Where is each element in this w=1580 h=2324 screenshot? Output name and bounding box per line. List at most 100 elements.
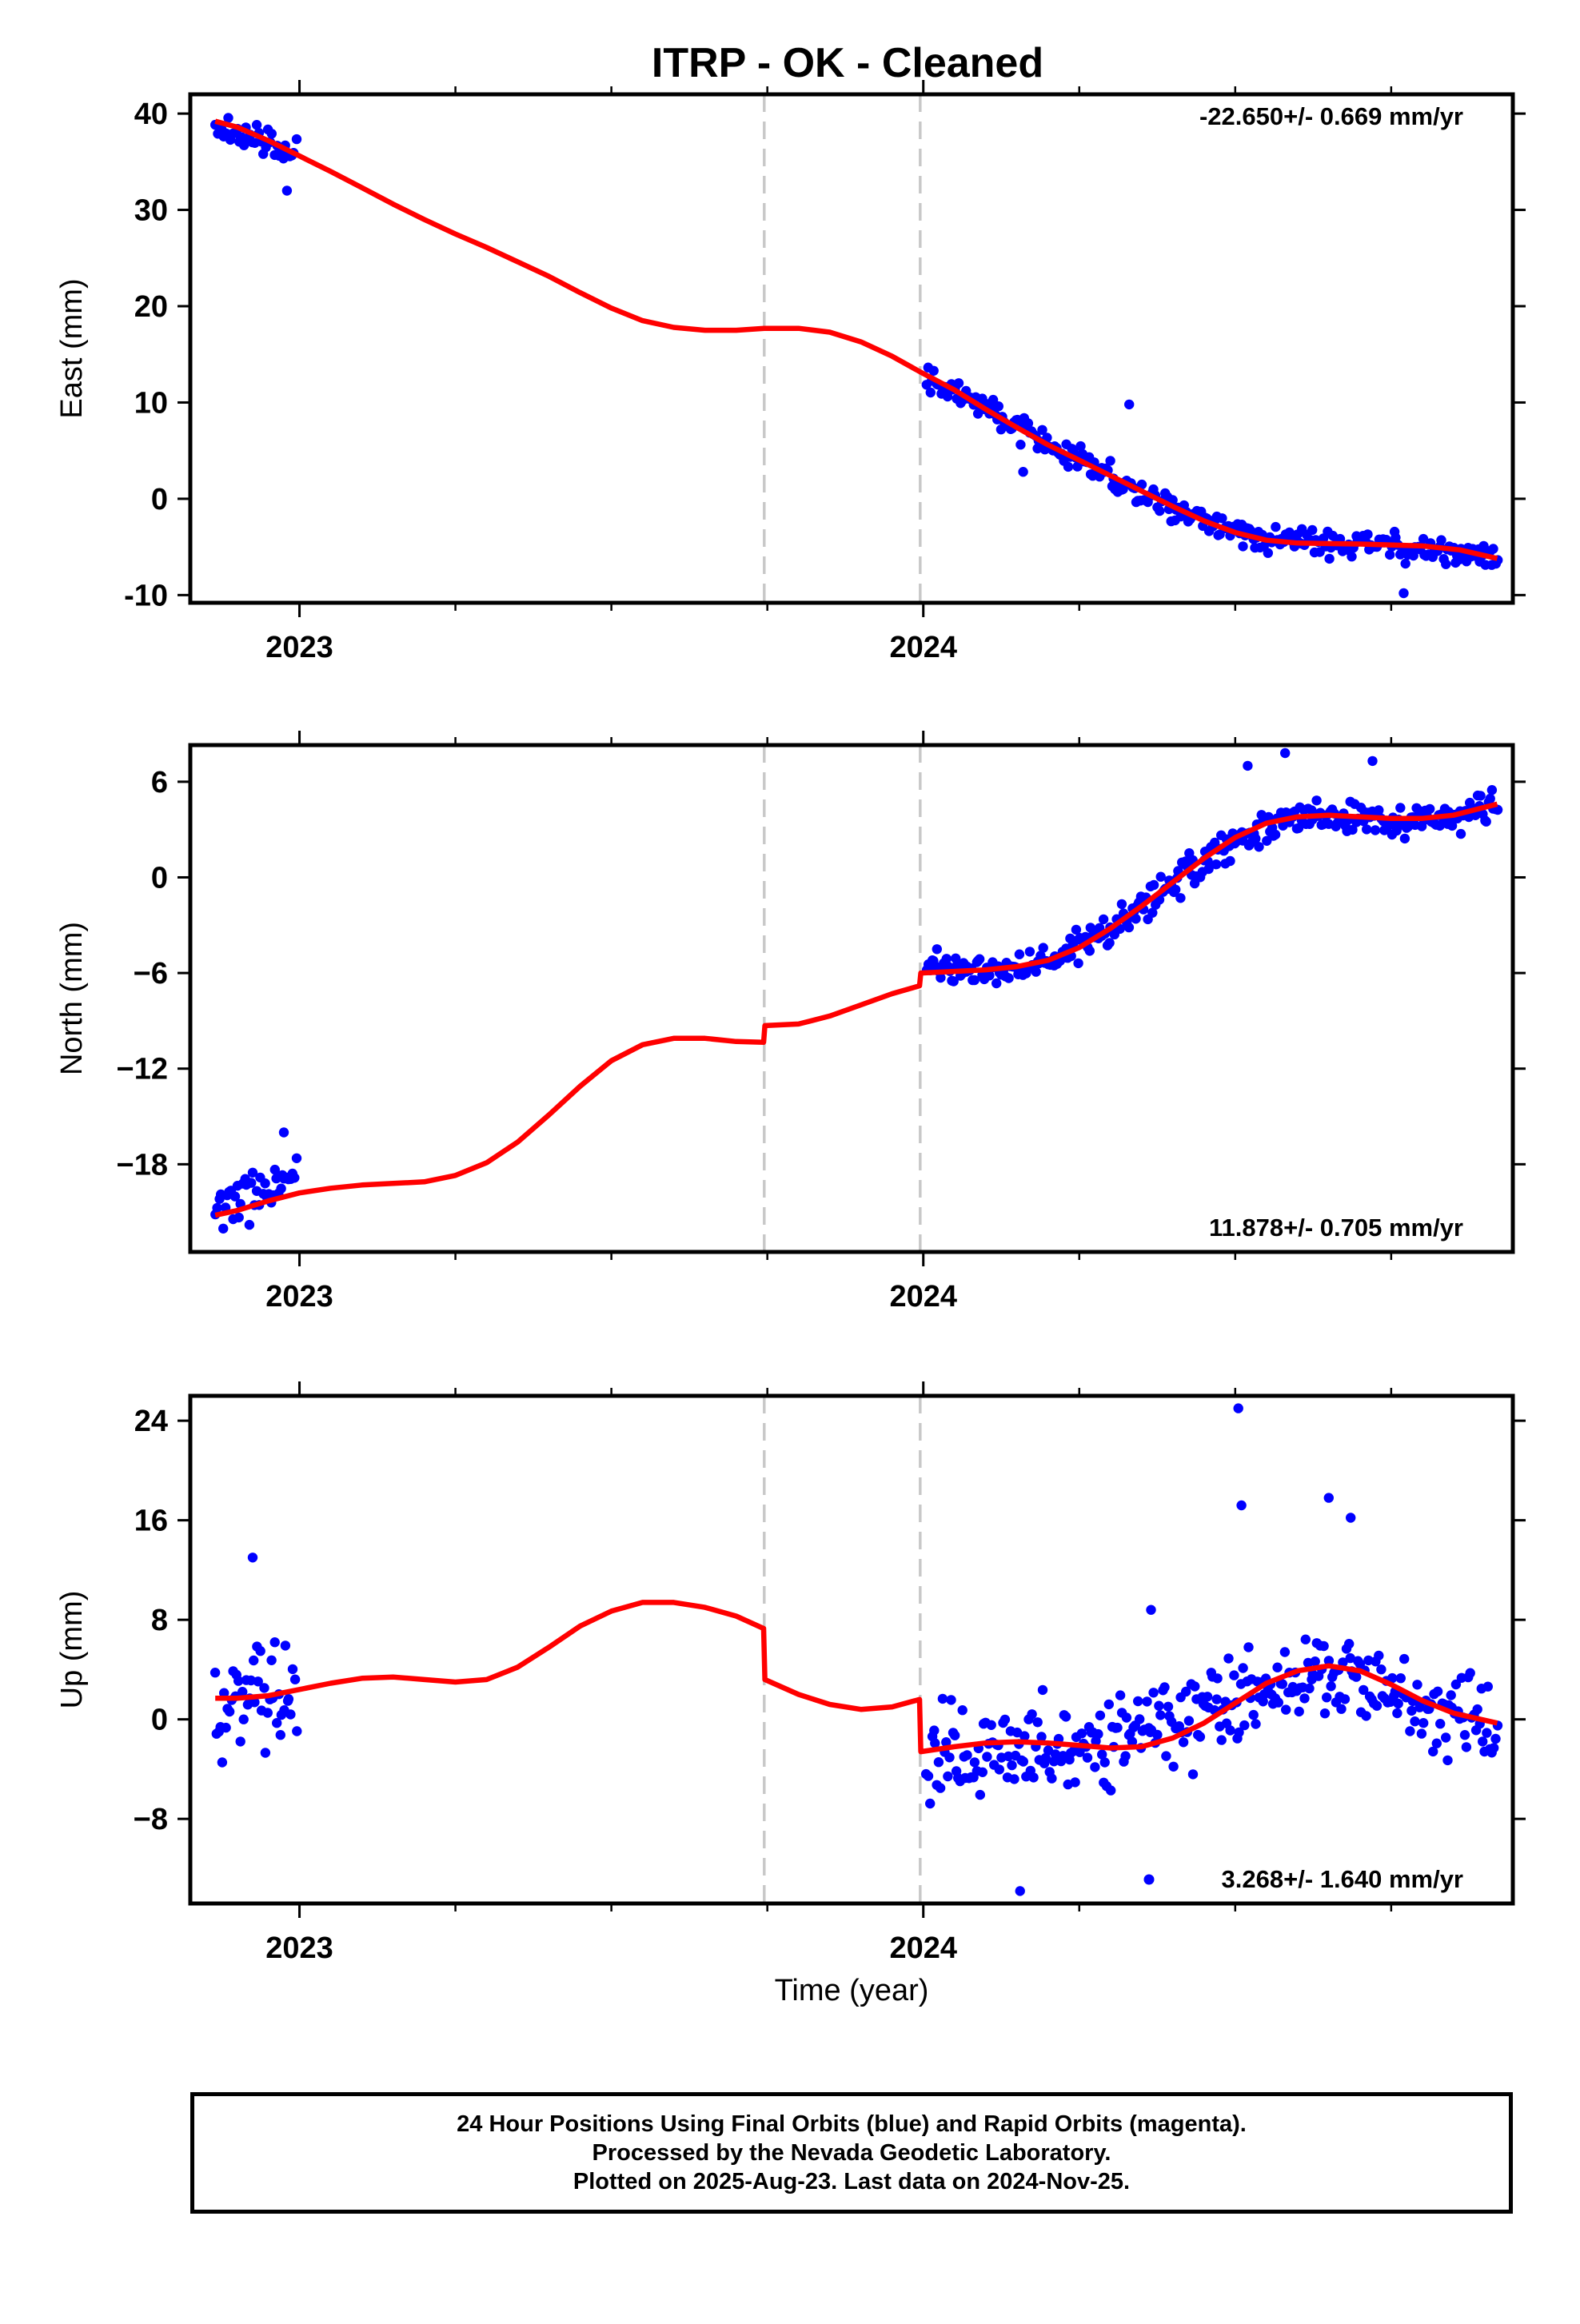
data-point (1115, 1690, 1126, 1700)
y-tick-label: 0 (151, 483, 168, 516)
x-axis-label: Time (year) (775, 1974, 929, 2007)
data-point (1475, 791, 1486, 801)
data-point (1175, 893, 1186, 903)
data-point (1225, 1725, 1235, 1736)
data-point (238, 1714, 249, 1724)
data-point (1270, 829, 1281, 840)
data-point (925, 387, 936, 398)
data-point (283, 1694, 294, 1704)
data-point (1418, 533, 1429, 544)
data-point (1124, 399, 1135, 410)
data-point (1223, 1653, 1234, 1664)
y-tick-label: -10 (124, 579, 168, 612)
data-point (1482, 1728, 1492, 1738)
data-point (1251, 1719, 1261, 1729)
y-tick-label: 16 (134, 1505, 168, 1538)
data-point (1015, 440, 1026, 450)
data-point (1037, 1684, 1048, 1696)
rate-label: 3.268+/- 1.640 mm/yr (1222, 1865, 1463, 1893)
data-point (1027, 1709, 1037, 1720)
data-point (1038, 943, 1048, 953)
data-point (1133, 1696, 1143, 1707)
data-point (1410, 1716, 1420, 1727)
data-point (1190, 1681, 1200, 1692)
x-tick-label: 2023 (265, 1931, 333, 1965)
legend-point (1143, 1874, 1155, 1885)
data-point (1217, 513, 1227, 524)
data-point (1154, 1700, 1164, 1711)
y-axis-label: North (mm) (55, 922, 89, 1075)
data-point (1428, 1746, 1438, 1757)
data-point (1047, 1773, 1057, 1784)
up-panel: 24 16 8 0 −8 2023 2024 Up (mm) 3.268+/- 1.640 mm… (55, 1381, 1526, 1965)
data-point (1339, 1694, 1351, 1704)
data-point (1478, 1736, 1488, 1747)
data-point (1299, 1693, 1310, 1704)
data-point (930, 1738, 940, 1748)
data-point (1319, 1640, 1329, 1652)
data-point (209, 1668, 221, 1678)
data-point (1072, 461, 1083, 472)
data-point (259, 1683, 269, 1693)
data-point (235, 1736, 245, 1747)
data-point (953, 378, 964, 389)
data-point (1120, 1751, 1131, 1761)
data-point (1376, 1664, 1386, 1675)
data-point (1392, 1708, 1402, 1719)
data-point (977, 1767, 988, 1777)
data-point (1310, 1656, 1320, 1667)
data-point (1031, 967, 1041, 977)
data-point (1040, 1752, 1051, 1764)
data-point (1385, 549, 1395, 560)
data-point (1488, 544, 1498, 554)
data-point (1076, 1728, 1087, 1739)
data-point (1234, 1727, 1244, 1738)
data-point (1155, 871, 1166, 882)
data-point (1023, 418, 1034, 429)
data-point (1362, 824, 1372, 835)
data-point (1243, 760, 1253, 771)
data-point (1099, 1757, 1110, 1768)
data-point (1161, 1751, 1171, 1761)
y-axis-label: East (mm) (55, 278, 89, 418)
data-point (1406, 1705, 1417, 1716)
data-point (1446, 1690, 1456, 1700)
data-point (1393, 1698, 1403, 1709)
data-point (1014, 949, 1025, 959)
data-point (1482, 1681, 1494, 1692)
data-point (1181, 1686, 1191, 1697)
data-point (1431, 1738, 1442, 1748)
data-point (1071, 924, 1082, 935)
x-tick-label: 2024 (889, 1280, 957, 1313)
data-point (1036, 1732, 1047, 1742)
data-point (1147, 907, 1158, 918)
data-point (1105, 456, 1115, 466)
data-point (1323, 1656, 1335, 1666)
data-point (1279, 1647, 1291, 1657)
data-point (1073, 958, 1083, 969)
data-point (1075, 440, 1086, 452)
data-point (1363, 529, 1373, 540)
data-point (1367, 755, 1378, 767)
data-point (285, 1709, 296, 1720)
data-point (1121, 1712, 1132, 1723)
data-point (942, 391, 953, 402)
data-point (933, 1757, 944, 1768)
data-point (1359, 1684, 1369, 1696)
data-point (1338, 1657, 1348, 1668)
data-point (233, 1212, 244, 1223)
data-point (986, 1720, 996, 1730)
data-point (246, 1178, 257, 1188)
data-point (1284, 527, 1295, 538)
data-point (260, 1748, 271, 1758)
y-tick-label: 0 (151, 861, 168, 895)
data-point (1225, 855, 1235, 867)
data-point (999, 1714, 1011, 1725)
data-point (1195, 1732, 1206, 1742)
data-point (262, 1708, 273, 1718)
final-orbits-points (210, 113, 1503, 599)
data-point (244, 1219, 255, 1230)
data-point (221, 1722, 231, 1733)
y-tick-label: −8 (134, 1803, 168, 1836)
data-point (292, 1726, 302, 1736)
